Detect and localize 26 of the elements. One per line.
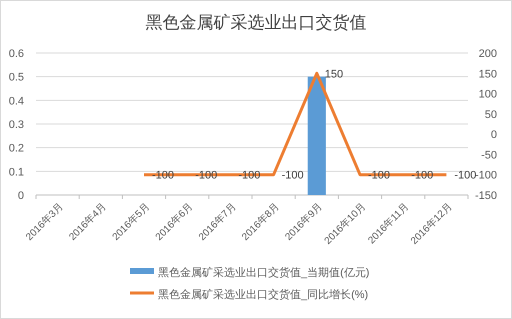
y2-tick-label: 50 xyxy=(484,108,497,121)
y2-tick-label: -100 xyxy=(474,170,497,182)
y2-tick-label: 200 xyxy=(478,48,497,60)
y2-tick-label: -50 xyxy=(481,149,497,162)
y-tick-label: 0.5 xyxy=(8,72,24,84)
y2-tick-label: -150 xyxy=(474,190,497,202)
y-tick-label: 0.6 xyxy=(8,48,24,60)
y2-tick-label: 150 xyxy=(478,68,497,80)
data-label: 150 xyxy=(324,68,344,80)
data-label: -100 xyxy=(238,170,260,182)
y-tick-label: 0.4 xyxy=(8,95,24,108)
y-tick-label: 0.2 xyxy=(8,142,24,155)
data-label: -100 xyxy=(282,170,304,182)
data-label: -100 xyxy=(411,170,434,182)
data-label: -100 xyxy=(368,170,390,182)
data-label: -100 xyxy=(152,170,174,182)
y-tick-label: 0 xyxy=(18,190,24,202)
legend-label: 黑色金属矿采选业出口交货值_同比增长(%) xyxy=(158,288,368,301)
y-tick-label: 0.3 xyxy=(8,119,24,131)
y2-tick-label: 0 xyxy=(490,129,497,142)
data-label: -100 xyxy=(195,170,218,182)
chart-title: 黑色金属矿采选业出口交货值 xyxy=(146,13,366,32)
y-tick-label: 0.1 xyxy=(8,166,24,178)
data-label: -100 xyxy=(454,170,476,182)
legend-label: 黑色金属矿采选业出口交货值_当期值(亿元) xyxy=(158,266,370,279)
y2-tick-label: 100 xyxy=(478,88,497,101)
